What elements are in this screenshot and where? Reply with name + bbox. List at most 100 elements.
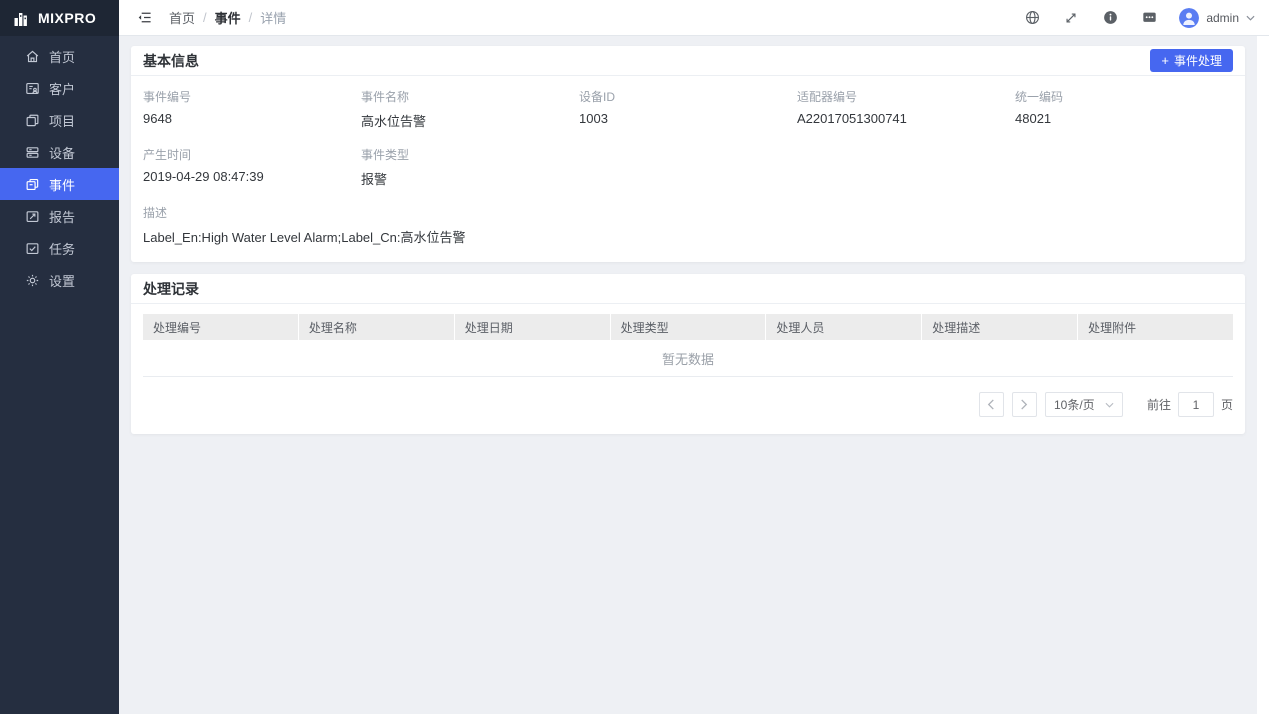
field-value: Label_En:High Water Level Alarm;Label_Cn… (143, 230, 466, 245)
goto-page: 前往 页 (1147, 392, 1233, 417)
prev-page-button[interactable] (978, 392, 1004, 417)
field-value: 48021 (1015, 111, 1052, 126)
tasks-icon (25, 241, 40, 256)
records-table-header: 处理编号 处理名称 处理日期 处理类型 处理人员 处理描述 处理附件 (143, 314, 1233, 340)
field-label: 适配器编号 (797, 90, 858, 104)
top-header: 首页 / 事件 / 详情 (119, 0, 1269, 36)
sidebar-item-label: 客户 (49, 81, 76, 97)
field-value: 9648 (143, 111, 172, 126)
field-unified-code: 统一编码 48021 (1015, 88, 1233, 130)
field-label: 事件编号 (143, 90, 192, 104)
sidebar-item-events[interactable]: 事件 (0, 168, 119, 200)
user-menu[interactable]: admin (1179, 7, 1255, 28)
column-header: 处理名称 (298, 314, 454, 340)
header-actions: admin (1023, 7, 1255, 28)
process-records-header: 处理记录 (131, 274, 1245, 304)
sidebar-item-devices[interactable]: 设备 (0, 136, 119, 168)
message-icon[interactable] (1140, 9, 1158, 27)
field-label: 设备ID (579, 90, 616, 104)
brand-name: MIXPRO (38, 10, 97, 26)
main-column: 首页 / 事件 / 详情 (119, 0, 1269, 714)
field-value: A22017051300741 (797, 111, 907, 126)
basic-info-header: 基本信息 + 事件处理 (131, 46, 1245, 76)
home-icon (25, 49, 40, 64)
page-content: 基本信息 + 事件处理 事件编号 9648 事件名称 高水位告警 (119, 36, 1269, 714)
customers-icon (25, 81, 40, 96)
empty-state-text: 暂无数据 (661, 351, 714, 367)
pagination: 10条/页 前往 页 (143, 377, 1233, 434)
sidebar-item-home[interactable]: 首页 (0, 40, 119, 72)
projects-icon (25, 113, 40, 128)
process-records-title: 处理记录 (143, 280, 199, 297)
language-globe-icon[interactable] (1023, 9, 1041, 27)
breadcrumb: 首页 / 事件 / 详情 (169, 8, 286, 27)
field-device-id: 设备ID 1003 (579, 88, 797, 130)
devices-icon (25, 145, 40, 160)
sidebar-item-label: 任务 (49, 241, 76, 257)
menu-fold-icon[interactable] (133, 7, 155, 29)
sidebar-item-reports[interactable]: 报告 (0, 200, 119, 232)
next-page-button[interactable] (1011, 392, 1037, 417)
gear-icon (25, 273, 40, 288)
info-icon[interactable] (1101, 9, 1119, 27)
sidebar-item-customers[interactable]: 客户 (0, 72, 119, 104)
page-number-input[interactable] (1177, 392, 1214, 417)
breadcrumb-events[interactable]: 事件 (214, 11, 241, 26)
sidebar-item-label: 设备 (49, 145, 76, 161)
chevron-down-icon (1105, 402, 1114, 408)
column-header: 处理人员 (766, 314, 922, 340)
field-value: 高水位告警 (361, 114, 427, 129)
field-event-type: 事件类型 报警 (361, 146, 1015, 188)
sidebar-item-projects[interactable]: 项目 (0, 104, 119, 136)
plus-icon: + (1161, 53, 1169, 68)
column-header: 处理编号 (143, 314, 298, 340)
page-size-value: 10条/页 (1053, 398, 1095, 412)
sidebar-item-tasks[interactable]: 任务 (0, 232, 119, 264)
sidebar-item-label: 首页 (49, 49, 76, 65)
process-records-body: 处理编号 处理名称 处理日期 处理类型 处理人员 处理描述 处理附件 暂无数据 (131, 304, 1245, 434)
breadcrumb-separator: / (248, 10, 253, 25)
event-process-button-label: 事件处理 (1173, 54, 1222, 68)
fullscreen-icon[interactable] (1062, 9, 1080, 27)
events-icon (25, 177, 40, 192)
goto-unit: 页 (1220, 398, 1233, 412)
field-label: 统一编码 (1015, 90, 1064, 104)
event-process-button[interactable]: + 事件处理 (1150, 49, 1233, 72)
field-value: 2019-04-29 08:47:39 (143, 169, 264, 184)
reports-icon (25, 209, 40, 224)
column-header: 处理附件 (1078, 314, 1233, 340)
column-header: 处理类型 (610, 314, 766, 340)
field-description: 描述 Label_En:High Water Level Alarm;Label… (143, 204, 1233, 246)
basic-info-grid: 事件编号 9648 事件名称 高水位告警 设备ID 1003 适配器编号 A22… (131, 76, 1245, 262)
field-label: 产生时间 (143, 148, 192, 162)
breadcrumb-home[interactable]: 首页 (169, 11, 196, 26)
breadcrumb-separator: / (203, 10, 207, 25)
field-value: 报警 (361, 172, 388, 187)
field-label: 事件类型 (361, 148, 410, 162)
sidebar-item-label: 项目 (49, 113, 76, 129)
column-header: 处理描述 (922, 314, 1078, 340)
sidebar-item-label: 报告 (49, 209, 76, 225)
username: admin (1206, 10, 1239, 25)
chevron-down-icon (1246, 15, 1255, 21)
field-adapter-no: 适配器编号 A22017051300741 (797, 88, 1015, 130)
sidebar-item-settings[interactable]: 设置 (0, 264, 119, 296)
process-records-card: 处理记录 处理编号 处理名称 处理日期 处理类型 处理人员 处理描述 处理附件 … (131, 274, 1245, 434)
avatar (1179, 7, 1200, 28)
breadcrumb-detail: 详情 (260, 11, 287, 26)
page-size-select[interactable]: 10条/页 (1044, 392, 1123, 417)
basic-info-title: 基本信息 (143, 52, 199, 69)
field-value: 1003 (579, 111, 608, 126)
goto-label: 前往 (1146, 398, 1171, 412)
column-header: 处理日期 (454, 314, 610, 340)
brand-logo: MIXPRO (0, 0, 119, 36)
field-label: 事件名称 (361, 90, 410, 104)
scrollbar-track[interactable] (1257, 36, 1269, 714)
field-label: 描述 (143, 206, 168, 220)
empty-state: 暂无数据 (143, 340, 1233, 377)
field-occur-time: 产生时间 2019-04-29 08:47:39 (143, 146, 361, 188)
sidebar-item-label: 设置 (49, 273, 76, 289)
field-event-id: 事件编号 9648 (143, 88, 361, 130)
field-event-name: 事件名称 高水位告警 (361, 88, 579, 130)
